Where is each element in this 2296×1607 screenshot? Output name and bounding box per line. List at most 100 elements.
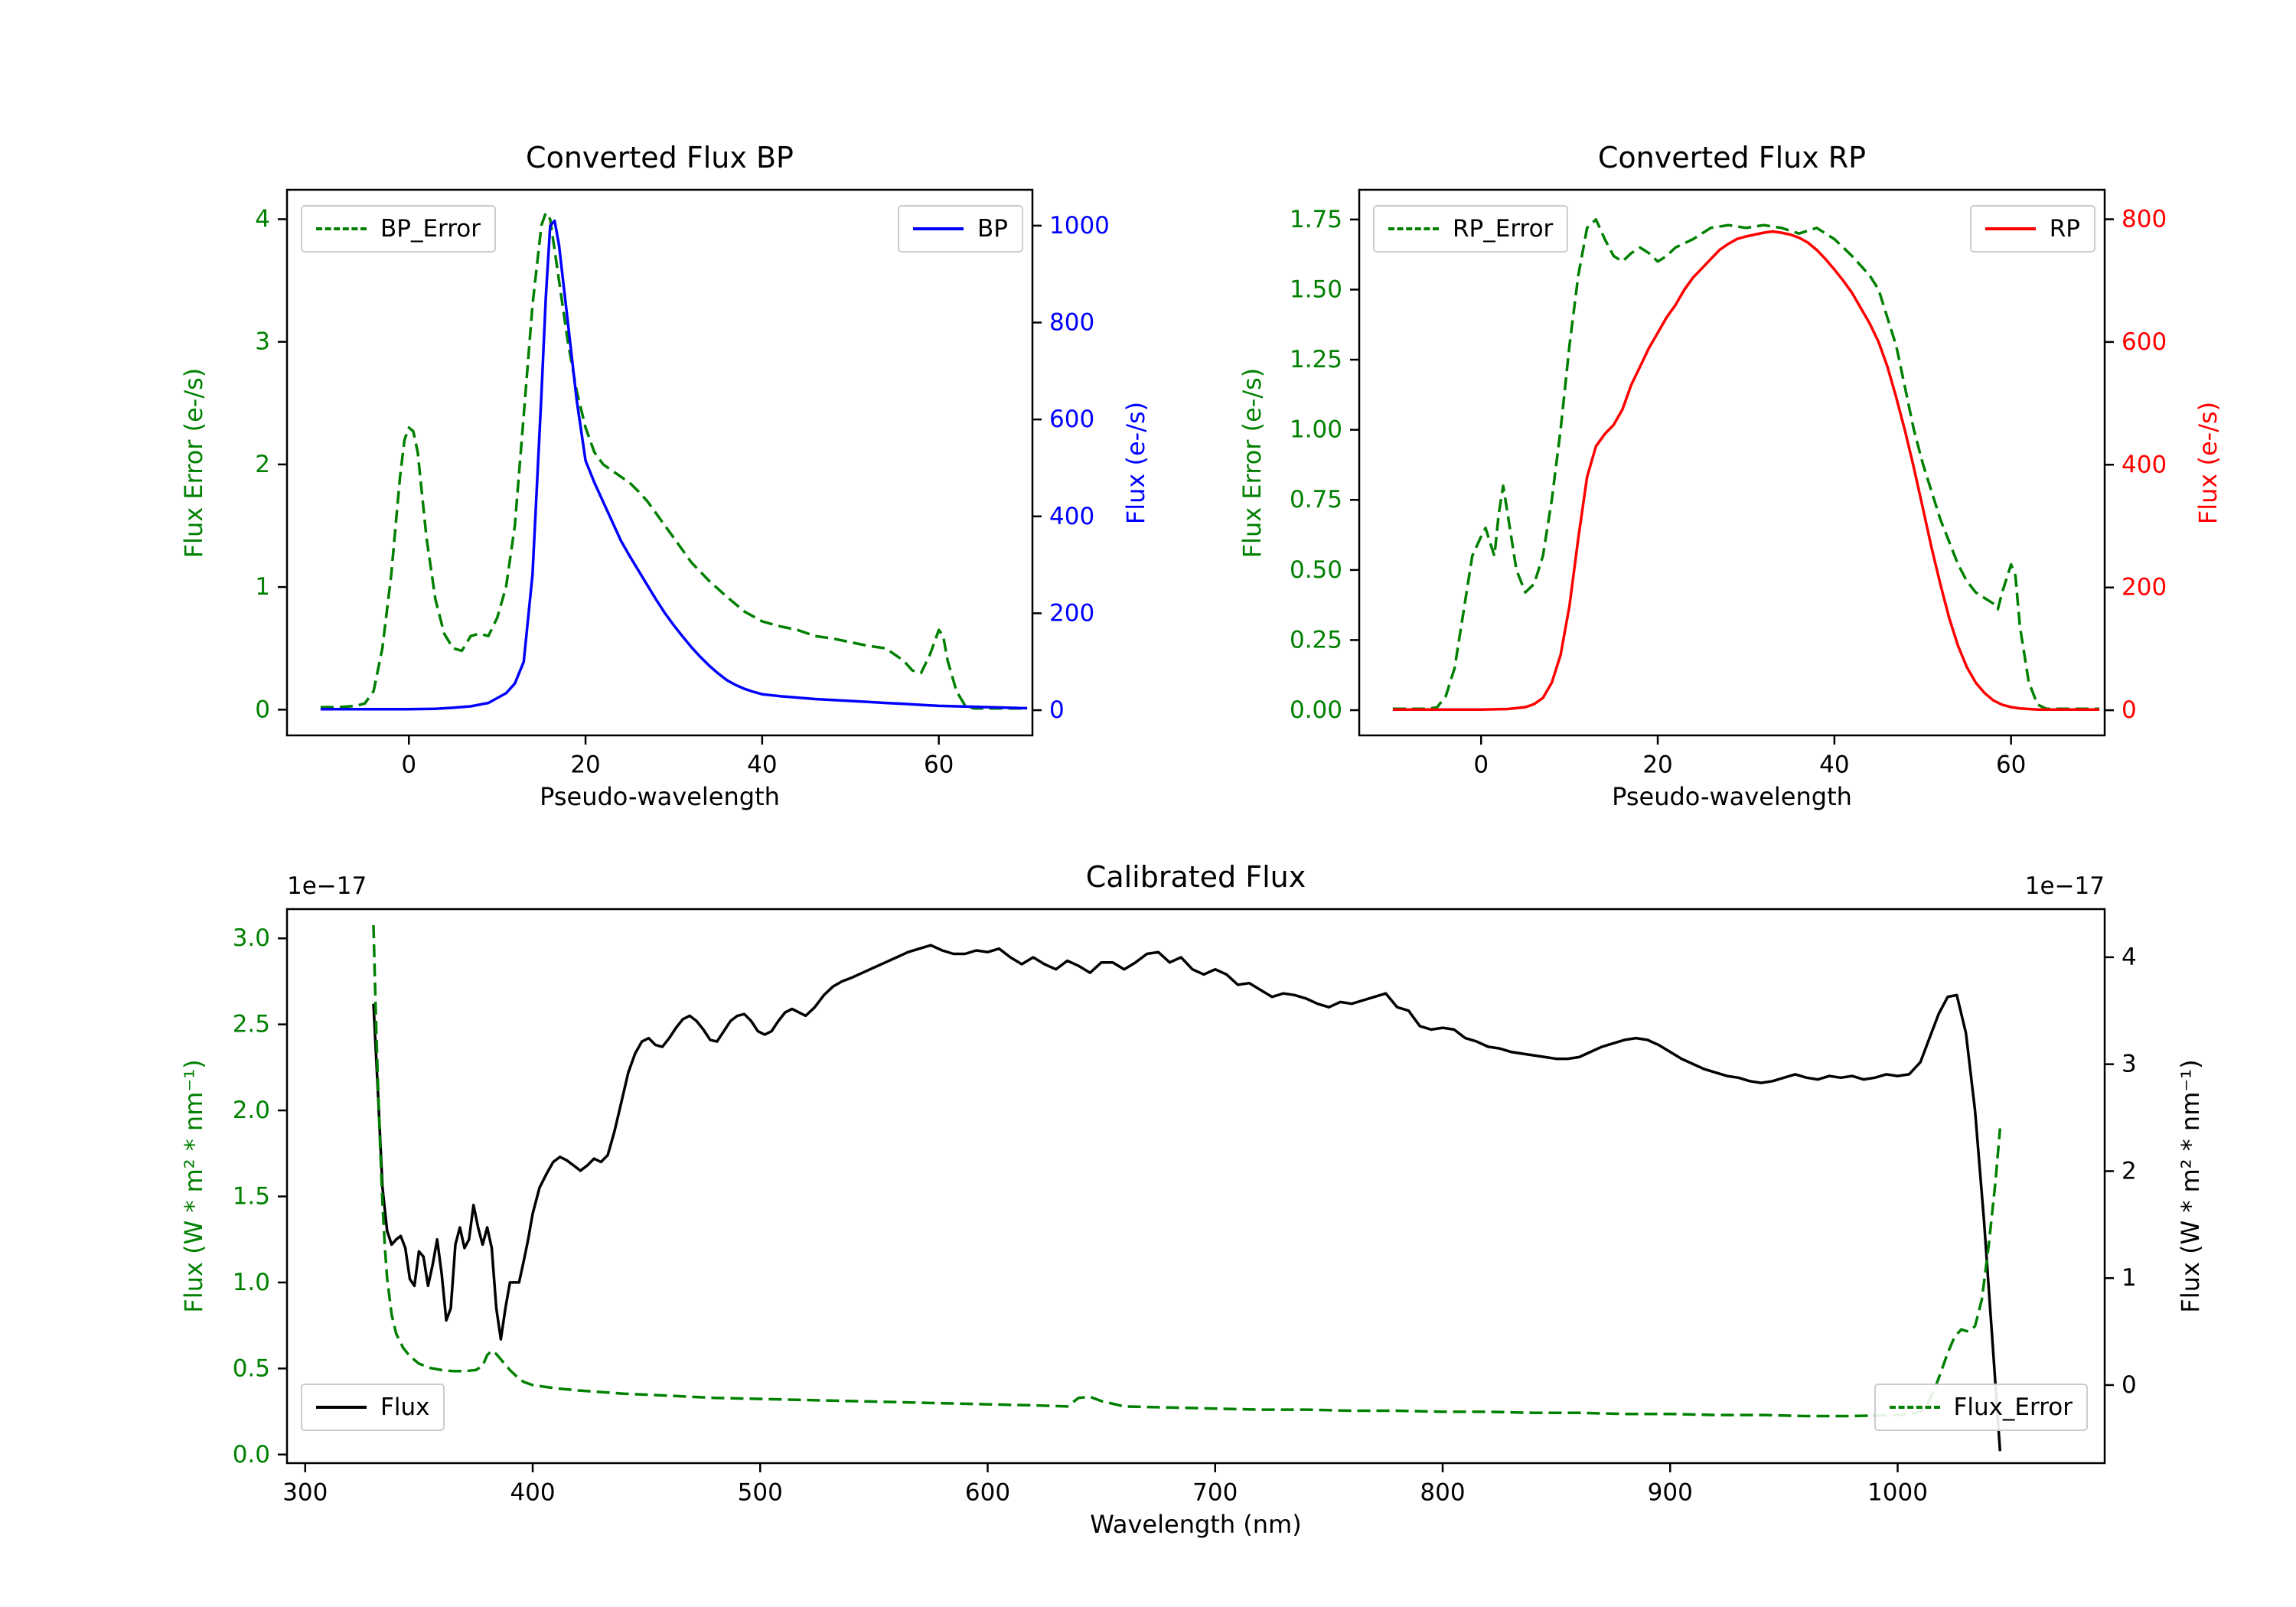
bp-left-ylabel: Flux Error (e-/s)	[179, 367, 208, 558]
left-y-tick-label: 3.0	[233, 924, 270, 952]
calibrated-left-ylabel: Flux (W * m² * nm⁻¹)	[179, 1059, 208, 1313]
rp-left-ylabel: Flux Error (e-/s)	[1238, 367, 1267, 558]
rp-chart-title: Converted Flux RP	[1597, 141, 1867, 174]
bp-error-legend-line	[316, 227, 367, 230]
right-axis-offset-text: 1e−17	[2024, 872, 2105, 900]
right-y-tick-label: 0	[1049, 696, 1065, 724]
left-y-tick-label: 0.25	[1290, 626, 1342, 654]
right-y-tick-label: 0	[2122, 696, 2137, 724]
left-y-tick-label: 1.0	[233, 1269, 270, 1296]
left-axis-offset-text: 1e−17	[287, 872, 367, 900]
left-y-tick-label: 1.25	[1290, 346, 1342, 373]
bp-right-ylabel: Flux (e-/s)	[1121, 401, 1150, 524]
series-line-RP_Error	[1392, 218, 2100, 710]
bp-error-legend-label: BP_Error	[380, 215, 481, 243]
x-tick-label: 900	[1648, 1478, 1693, 1506]
x-tick-label: 60	[924, 751, 954, 778]
series-line-Flux	[372, 944, 2002, 1452]
left-y-tick-label: 0.50	[1290, 556, 1342, 584]
x-tick-label: 500	[738, 1478, 783, 1506]
x-tick-label: 800	[1420, 1478, 1465, 1506]
bp-legend: BP	[898, 205, 1023, 253]
series-line-Flux_Error	[372, 924, 2002, 1418]
flux-legend-label: Flux	[380, 1393, 430, 1421]
bp-chart: Converted Flux BP 0 20 40 60 0 1 2 3 4 0 200 400 600…	[179, 141, 1150, 810]
left-y-tick-label: 0.0	[233, 1441, 270, 1468]
right-y-tick-label: 800	[1049, 309, 1094, 337]
axes-frame	[285, 908, 2106, 1465]
x-tick-label: 600	[965, 1478, 1010, 1506]
flux-error-legend: Flux_Error	[1874, 1384, 2088, 1431]
series-line-BP_Error	[320, 211, 1028, 710]
right-y-tick-label: 800	[2122, 205, 2167, 233]
rp-chart: Converted Flux RP 0 20 40 60 0.00 0.25 0.50 0.7…	[1238, 141, 2223, 810]
flux-error-legend-line	[1889, 1406, 1940, 1409]
calibrated-xlabel: Wavelength (nm)	[1090, 1510, 1302, 1539]
right-y-tick-label: 1	[2122, 1264, 2137, 1292]
right-y-tick-label: 200	[1049, 599, 1094, 627]
series-line-BP	[320, 219, 1028, 711]
x-tick-label: 300	[282, 1478, 328, 1506]
right-y-tick-label: 4	[2122, 944, 2137, 971]
x-tick-label: 700	[1192, 1478, 1238, 1506]
x-tick-label: 20	[570, 751, 600, 778]
x-tick-label: 0	[401, 751, 416, 778]
left-y-tick-label: 0.5	[233, 1354, 270, 1382]
series-line-RP	[1392, 230, 2100, 712]
bp-legend-line	[913, 227, 964, 230]
rp-error-legend-label: RP_Error	[1453, 215, 1554, 243]
bp-xlabel: Pseudo-wavelength	[540, 782, 780, 811]
x-tick-label: 40	[747, 751, 777, 778]
right-y-tick-label: 200	[2122, 574, 2167, 601]
flux-legend: Flux	[301, 1384, 445, 1431]
left-y-tick-label: 0	[255, 696, 270, 723]
rp-xlabel: Pseudo-wavelength	[1612, 782, 1852, 811]
right-y-tick-label: 600	[1049, 406, 1094, 433]
rp-error-legend: RP_Error	[1373, 205, 1569, 253]
right-y-tick-label: 600	[2122, 328, 2167, 356]
right-y-tick-label: 400	[2122, 451, 2167, 478]
left-y-tick-label: 1.00	[1290, 416, 1342, 444]
left-y-tick-label: 0.00	[1290, 696, 1342, 724]
rp-legend: RP	[1969, 205, 2095, 253]
right-y-tick-label: 1000	[1049, 212, 1110, 240]
right-y-tick-label: 2	[2122, 1157, 2137, 1185]
left-y-tick-label: 2	[255, 451, 270, 478]
bp-error-legend: BP_Error	[301, 205, 497, 253]
left-y-tick-label: 3	[255, 328, 270, 356]
bp-legend-label: BP	[977, 215, 1008, 243]
x-tick-label: 40	[1819, 751, 1849, 778]
flux-legend-line	[316, 1406, 367, 1409]
left-y-tick-label: 1.5	[233, 1182, 270, 1210]
bp-chart-title: Converted Flux BP	[526, 141, 794, 174]
left-y-tick-label: 1.50	[1290, 275, 1342, 303]
x-tick-label: 20	[1642, 751, 1672, 778]
rp-right-ylabel: Flux (e-/s)	[2193, 401, 2223, 524]
left-y-tick-label: 2.5	[233, 1011, 270, 1038]
rp-error-legend-line	[1388, 227, 1439, 230]
x-tick-label: 0	[1473, 751, 1489, 778]
right-y-tick-label: 400	[1049, 503, 1094, 530]
left-y-tick-label: 4	[255, 205, 270, 233]
left-y-tick-label: 2.0	[233, 1097, 270, 1124]
axes-frame	[285, 188, 1034, 737]
calibrated-plot-area: 300 400 500 600 700 800 900 1000 0.0 0.5 1.0 1.5 2.0…	[233, 908, 2137, 1506]
calibrated-right-ylabel: Flux (W * m² * nm⁻¹)	[2176, 1059, 2205, 1313]
axes-frame	[1358, 188, 2106, 737]
right-y-tick-label: 3	[2122, 1051, 2137, 1078]
left-y-tick-label: 1.75	[1290, 206, 1342, 233]
rp-legend-line	[1985, 227, 2036, 230]
left-y-tick-label: 1	[255, 573, 270, 601]
calibrated-flux-chart: Calibrated Flux 1e−17 1e−17 300 400 500 600…	[179, 860, 2205, 1538]
right-y-tick-label: 0	[2122, 1371, 2137, 1399]
x-tick-label: 60	[1996, 751, 2026, 778]
flux-error-legend-label: Flux_Error	[1953, 1393, 2073, 1421]
left-y-tick-label: 0.75	[1290, 486, 1342, 513]
x-tick-label: 1000	[1867, 1478, 1928, 1506]
calibrated-chart-title: Calibrated Flux	[1085, 860, 1306, 894]
x-tick-label: 400	[510, 1478, 555, 1506]
rp-plot-area: 0 20 40 60 0.00 0.25 0.50 0.75 1.00 1.25 1.50 1.75 0…	[1290, 188, 2167, 778]
rp-legend-label: RP	[2049, 215, 2080, 243]
